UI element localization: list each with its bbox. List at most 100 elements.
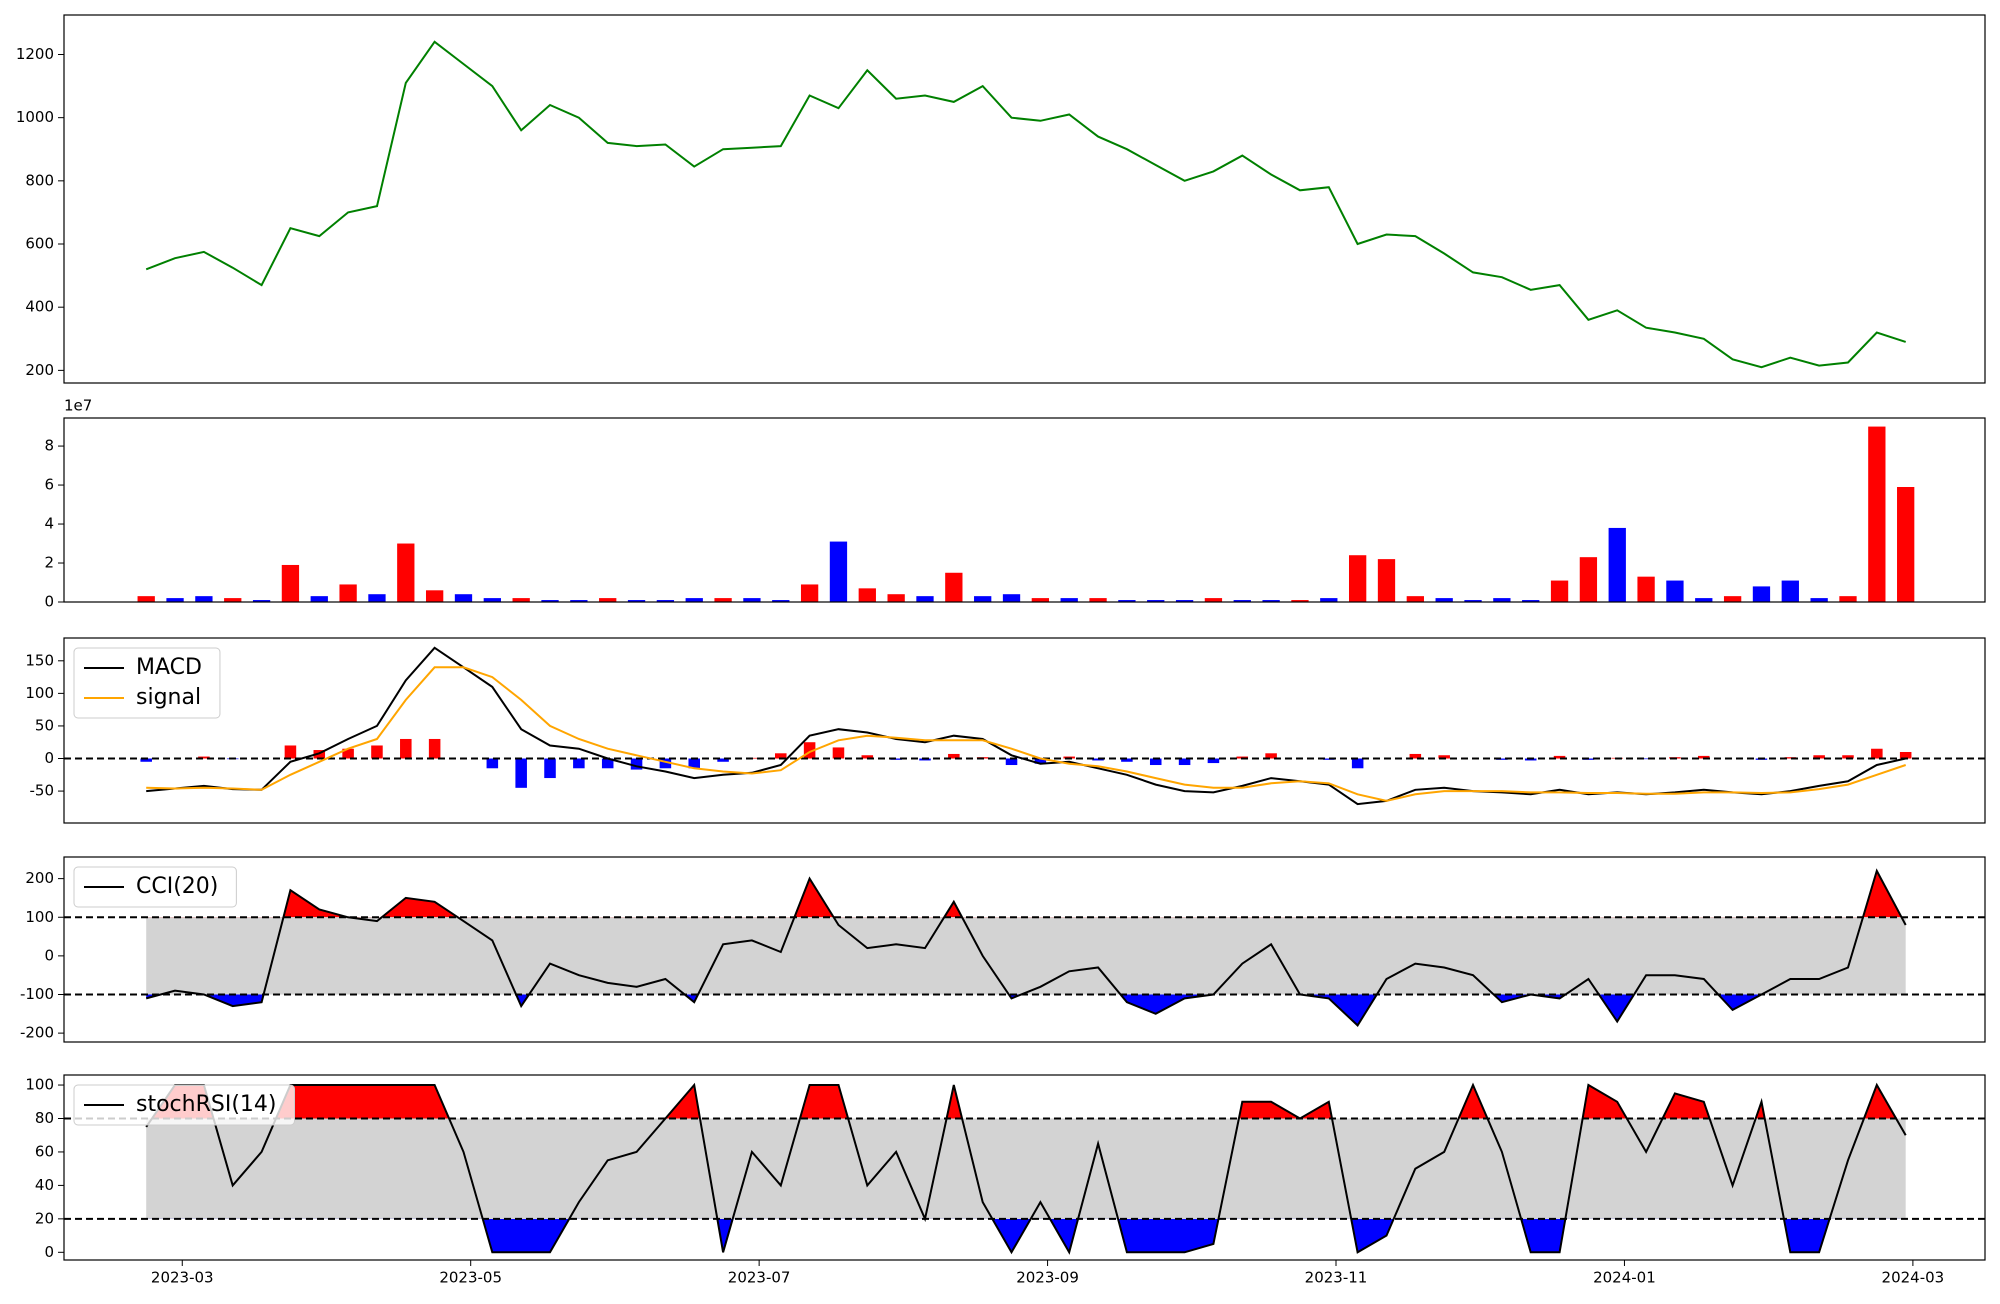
histogram-bar [890, 758, 902, 760]
volume-bar [656, 600, 675, 602]
histogram-bar [1034, 758, 1047, 764]
y-tick-label: 200 [25, 361, 54, 379]
volume-bar [829, 541, 848, 602]
volume-bar [1204, 598, 1223, 602]
axes-frame [63, 417, 1986, 603]
volume-bar [1060, 598, 1078, 602]
x-tick-label: 2023-11 [1305, 1269, 1368, 1287]
axis-offset-label: 1e7 [64, 397, 92, 415]
volume-bar [1810, 598, 1828, 602]
histogram-bar [775, 753, 787, 759]
volume-bar [1579, 557, 1598, 602]
volume-bar [1608, 527, 1626, 602]
volume-bar [1695, 598, 1713, 602]
histogram-bar [601, 758, 614, 769]
volume-bar [339, 584, 357, 602]
volume-bar [685, 598, 703, 602]
volume-bar [1839, 596, 1857, 602]
histogram-bar [1005, 758, 1018, 766]
volume-bar [224, 598, 242, 602]
indicator-line [146, 646, 1906, 806]
y-tick-label: 60 [35, 1142, 54, 1160]
x-tick-label: 2023-09 [1016, 1269, 1079, 1287]
y-tick-label: 1200 [16, 45, 54, 63]
histogram-bar [284, 745, 297, 759]
x-tick-label: 2023-07 [728, 1269, 791, 1287]
neutral-band [146, 1118, 1906, 1219]
legend-label: CCI(20) [136, 874, 218, 899]
y-tick-label: 2 [44, 554, 54, 572]
y-tick-label: 8 [44, 437, 54, 455]
volume-bar [858, 588, 876, 602]
histogram-bar [1496, 758, 1508, 760]
histogram-bar [371, 745, 383, 759]
indicator-line [146, 666, 1907, 802]
volume-bar [627, 600, 646, 602]
histogram-bar [428, 738, 441, 759]
histogram-bar [1265, 753, 1277, 759]
plot-area [64, 868, 1985, 1027]
histogram-bar [1813, 755, 1825, 759]
plot-area [145, 40, 1907, 369]
volume-bar [1637, 576, 1655, 602]
volume-bar [1781, 580, 1799, 602]
overbought-fill-group [283, 870, 1902, 918]
volume-bar [1868, 426, 1886, 602]
volume-bar [281, 564, 300, 602]
y-tick-label: 100 [25, 1076, 54, 1094]
axes-frame [63, 856, 1986, 1043]
indicator-line [145, 868, 1907, 1027]
histogram-bar [544, 758, 556, 779]
volume-bar [974, 596, 992, 602]
histogram-bar [688, 758, 701, 769]
volume-bar [800, 584, 819, 602]
histogram-bar [400, 738, 412, 759]
histogram-bar [659, 758, 672, 769]
y-tick-label: 200 [25, 869, 54, 887]
histogram-bar [1438, 755, 1450, 759]
plot-area [64, 646, 1985, 806]
volume-bar [483, 598, 501, 602]
y-tick-label: 20 [35, 1209, 54, 1227]
volume-bar [1666, 580, 1684, 602]
legend: MACD signal [73, 647, 221, 719]
volume-bar [425, 590, 444, 602]
y-tick-label: 0 [44, 946, 54, 964]
legend-label: signal [136, 685, 201, 710]
volume-bar [1723, 596, 1742, 602]
volume-bar [599, 598, 617, 602]
x-tick-label: 2024-01 [1593, 1269, 1656, 1287]
histogram-bar [1409, 753, 1422, 759]
volume-bar [541, 600, 559, 602]
oversold-fill [146, 994, 1906, 1026]
axes-frame [63, 1074, 1986, 1261]
y-tick-label: 80 [35, 1109, 54, 1127]
y-tick-label: 0 [44, 1243, 54, 1261]
indicator-line [145, 1082, 1907, 1255]
y-tick-label: 6 [44, 476, 54, 494]
volume-bar [1262, 600, 1280, 602]
histogram-bar [1553, 755, 1566, 759]
y-tick-label: 600 [25, 235, 54, 253]
volume-bar [1493, 598, 1511, 602]
overbought-fill-group [151, 1085, 1897, 1119]
plot-area [64, 1082, 1985, 1255]
histogram-bar [1698, 755, 1710, 759]
oversold-fill-group [146, 994, 1906, 1026]
histogram-bar [1323, 758, 1335, 760]
y-tick-label: -200 [20, 1024, 54, 1042]
legend-label: MACD [136, 655, 202, 680]
volume-bar [1147, 600, 1165, 602]
volume-bar [570, 600, 588, 602]
histogram-bar [573, 758, 585, 769]
price-line [145, 40, 1907, 369]
volume-bar [1118, 600, 1136, 602]
legend: stochRSI(14) [73, 1084, 295, 1126]
volume-bar [137, 596, 155, 602]
volume-bar [1435, 598, 1453, 602]
histogram-bar [1640, 758, 1652, 760]
volume-bar [1175, 600, 1194, 602]
histogram-bar [140, 758, 152, 762]
x-tick-label: 2023-05 [439, 1269, 502, 1287]
axes-frame [63, 637, 1986, 824]
